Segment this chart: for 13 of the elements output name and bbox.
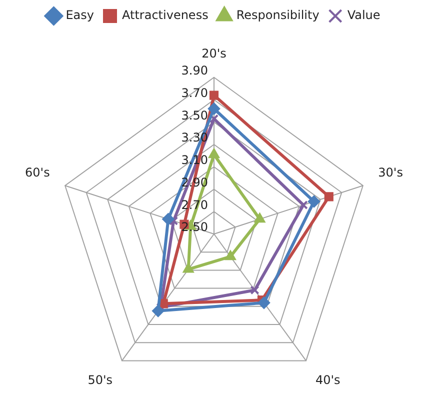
y-tick-label: 2.50 [181,220,208,234]
spoke-label: 20's [202,46,226,60]
legend-label: Value [347,8,380,22]
spoke-label: 60's [25,166,50,180]
y-tick-label: 3.70 [181,86,208,100]
spoke-label: 50's [88,372,113,387]
y-tick-label: 3.90 [181,64,208,78]
legend-label: Responsibility [236,8,320,22]
legend-label: Easy [66,8,94,22]
spoke-label: 40's [315,372,340,387]
y-tick-label: 3.50 [181,108,208,122]
legend-label: Attractiveness [122,8,208,22]
spoke-label: 30's [378,166,403,180]
